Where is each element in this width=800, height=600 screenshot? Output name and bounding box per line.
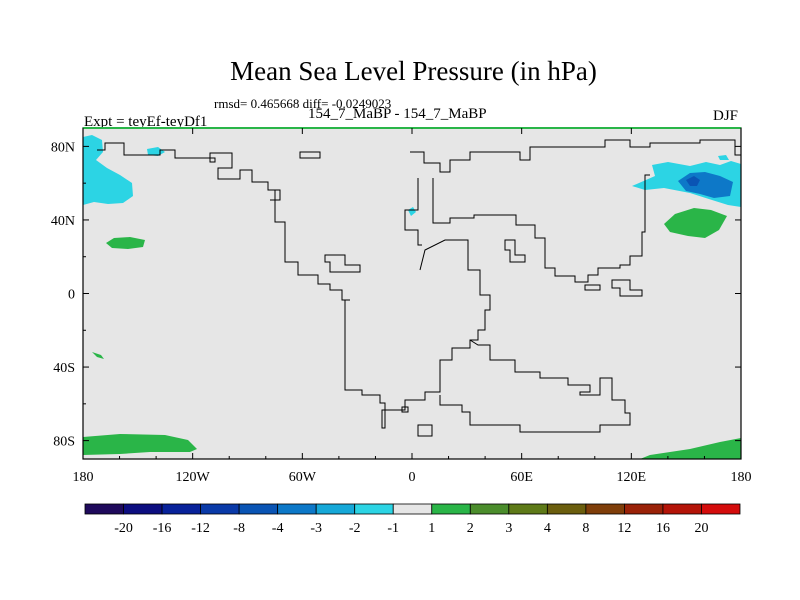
colorbar-swatch — [431, 503, 471, 515]
anomaly-region — [83, 434, 197, 455]
colorbar-label: -16 — [153, 521, 172, 536]
anomaly-shading — [83, 135, 741, 459]
x-tick-label: 120W — [176, 470, 211, 485]
coastline — [584, 284, 601, 291]
coastline — [401, 406, 409, 413]
colorbar-label: -2 — [349, 521, 361, 536]
anomaly-region — [83, 135, 133, 205]
colorbar-swatch — [469, 503, 510, 515]
colorbar-swatch — [701, 503, 741, 515]
coastline — [417, 424, 433, 437]
colorbar-label: 4 — [544, 521, 551, 536]
anomaly-region — [106, 237, 145, 249]
colorbar-swatch — [662, 503, 702, 515]
coastline — [299, 151, 321, 159]
x-tick-label: 60W — [289, 470, 317, 485]
coastline — [344, 300, 446, 429]
colorbar-swatch — [624, 503, 664, 515]
colorbar-swatch — [546, 503, 587, 515]
colorbar-label: 3 — [505, 521, 512, 536]
experiment-label: Expt = teyEf-teyDf1 — [84, 114, 208, 130]
x-tick-label: 60E — [510, 470, 533, 485]
anomaly-region — [640, 438, 741, 459]
colorbar-swatch — [315, 503, 356, 515]
stats-text: rmsd= 0.465668 diff= -0.0249023 — [214, 96, 392, 111]
colorbar-swatch — [123, 503, 163, 515]
anomaly-region — [664, 208, 727, 238]
coastline — [439, 339, 631, 433]
colorbar-swatch — [84, 503, 124, 515]
colorbar-swatch — [354, 503, 394, 515]
colorbar-label: 12 — [617, 521, 631, 536]
y-tick-label: 80S — [53, 435, 75, 450]
coastline — [432, 174, 650, 283]
season-label: DJF — [713, 108, 739, 124]
map-background — [83, 128, 741, 459]
coastline — [270, 189, 281, 201]
chart-subtitle: 154_7_MaBP - 154_7_MaBP — [308, 106, 487, 122]
x-axis: 180 120W 60W 0 60E 120E 180 — [73, 128, 752, 485]
coastline — [324, 254, 361, 273]
anomaly-region — [92, 352, 104, 359]
coastline — [97, 142, 350, 301]
y-tick-label: 80N — [51, 140, 75, 155]
colorbar-label: 20 — [694, 521, 708, 536]
colorbar-label: -4 — [272, 521, 284, 536]
anomaly-region — [718, 155, 729, 160]
coastline — [611, 279, 643, 297]
colorbar-label: -3 — [310, 521, 322, 536]
colorbar-label: 1 — [428, 521, 435, 536]
chart-title: Mean Sea Level Pressure (in hPa) — [230, 56, 597, 86]
x-tick-label: 0 — [409, 470, 416, 485]
colorbar: -20 -16 -12 -8 -4 -3 -2 -1 1 2 3 4 8 12 16 20 — [84, 503, 741, 536]
coastline — [410, 139, 741, 173]
anomaly-region — [686, 176, 700, 186]
anomaly-region — [408, 207, 416, 216]
coastlines — [97, 139, 741, 437]
y-tick-label: 40N — [51, 214, 75, 229]
colorbar-swatch — [508, 503, 548, 515]
x-tick-label: 120E — [617, 470, 647, 485]
x-tick-label: 180 — [731, 470, 752, 485]
coastline — [404, 178, 422, 246]
y-axis: 80N 40N 0 40S 80S — [51, 140, 741, 450]
colorbar-label: -12 — [191, 521, 210, 536]
colorbar-swatch — [585, 503, 625, 515]
colorbar-label: 8 — [582, 521, 589, 536]
coastline — [419, 239, 491, 361]
colorbar-swatch — [238, 503, 279, 515]
colorbar-swatch — [392, 503, 433, 515]
colorbar-label: -1 — [387, 521, 399, 536]
coastline — [504, 239, 526, 263]
colorbar-swatch — [200, 503, 240, 515]
y-tick-label: 40S — [53, 361, 75, 376]
y-tick-label: 0 — [68, 288, 75, 303]
x-tick-label: 180 — [73, 470, 94, 485]
colorbar-label: -8 — [233, 521, 245, 536]
colorbar-swatch — [161, 503, 201, 515]
colorbar-label: -20 — [114, 521, 133, 536]
colorbar-label: 16 — [656, 521, 670, 536]
colorbar-swatch — [277, 503, 317, 515]
colorbar-label: 2 — [467, 521, 474, 536]
